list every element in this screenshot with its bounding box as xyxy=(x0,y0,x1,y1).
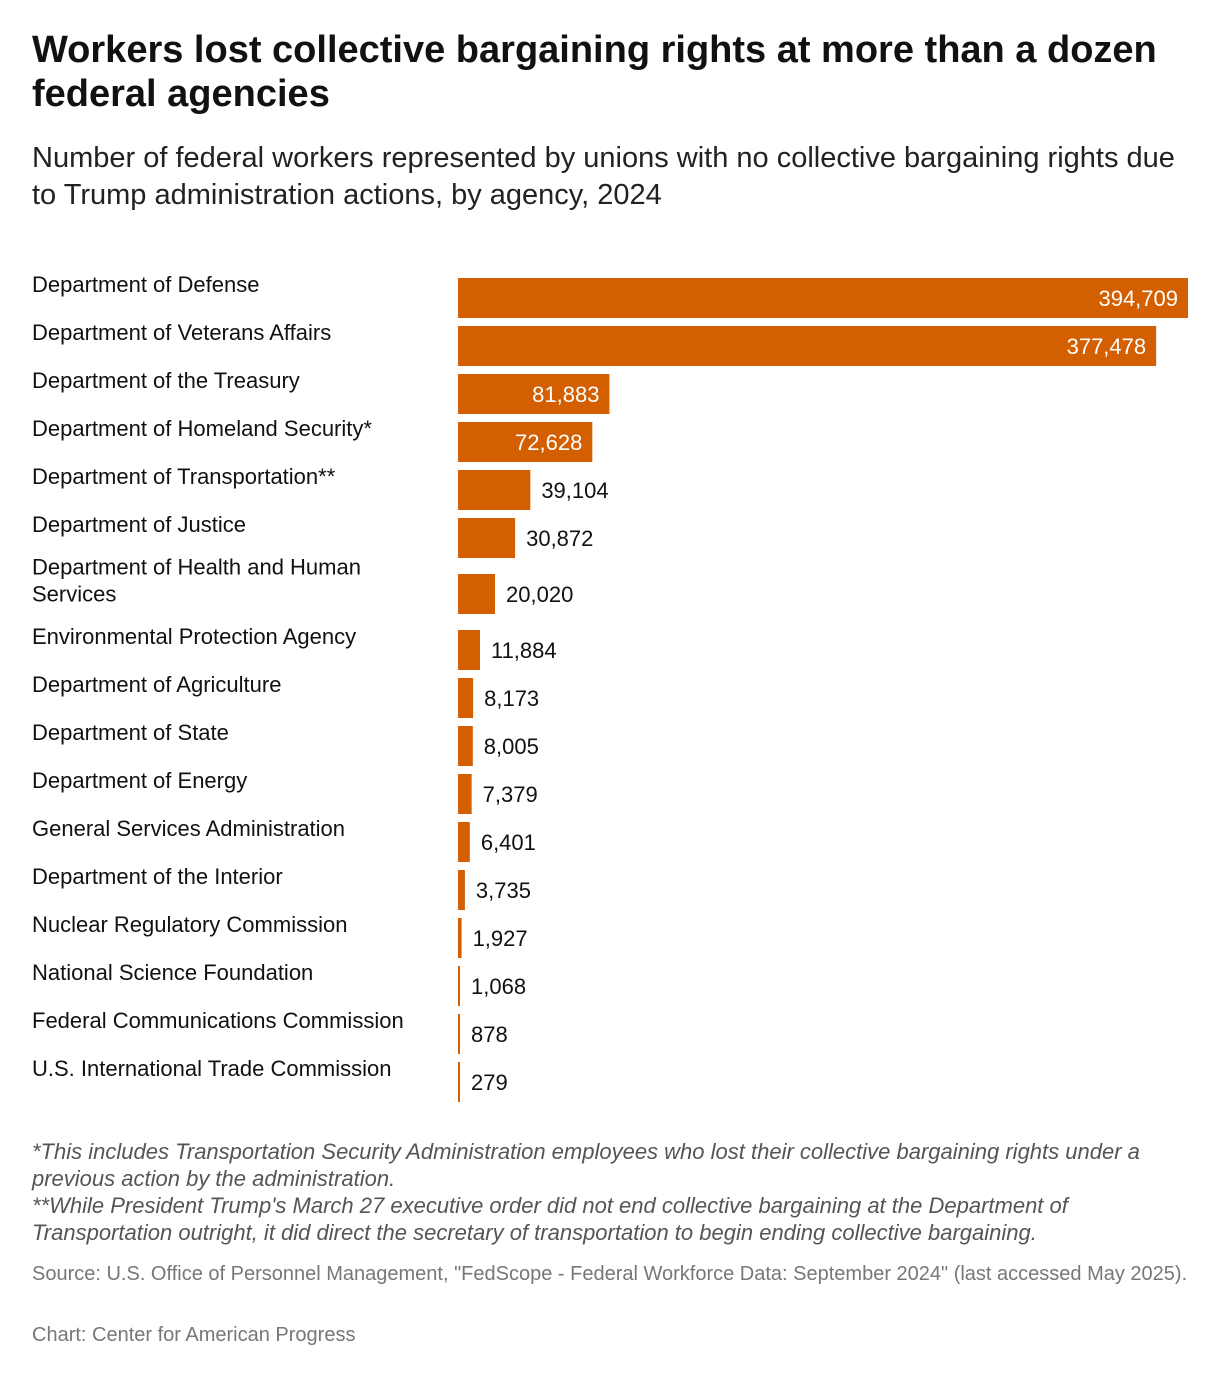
category-label-nuclear-regulatory-commission: Nuclear Regulatory Commission xyxy=(32,912,347,937)
category-label-national-science-foundation: National Science Foundation xyxy=(32,960,313,985)
chart-credit: Chart: Center for American Progress xyxy=(32,1324,356,1346)
value-label-department-of-health-and-human-services: 20,020 xyxy=(506,582,573,607)
category-label-federal-communications-commission: Federal Communications Commission xyxy=(32,1008,404,1033)
bar-department-of-agriculture xyxy=(458,678,474,718)
bar-department-of-defense xyxy=(458,278,1188,318)
value-label-department-of-agriculture: 8,173 xyxy=(484,686,539,711)
source-note: Source: U.S. Office of Personnel Managem… xyxy=(32,1263,1188,1285)
bar-department-of-veterans-affairs xyxy=(458,326,1157,366)
bar-federal-communications-commission xyxy=(458,1014,460,1054)
category-label-department-of-veterans-affairs: Department of Veterans Affairs xyxy=(32,320,331,345)
value-label-general-services-administration: 6,401 xyxy=(481,830,536,855)
value-label-department-of-defense: 394,709 xyxy=(1098,286,1178,311)
category-label-department-of-agriculture: Department of Agriculture xyxy=(32,672,281,697)
bar-department-of-justice xyxy=(458,518,516,558)
bar-department-of-the-treasury xyxy=(458,374,610,414)
bar-department-of-state xyxy=(458,726,473,766)
value-label-department-of-the-interior: 3,735 xyxy=(476,878,531,903)
category-label-department-of-defense: Department of Defense xyxy=(32,272,259,297)
bar-u-s-international-trade-commission xyxy=(458,1062,460,1102)
chart-title: Workers lost collective bargaining right… xyxy=(32,29,1157,115)
bar-department-of-energy xyxy=(458,774,472,814)
value-label-department-of-energy: 7,379 xyxy=(483,782,538,807)
category-label-department-of-state: Department of State xyxy=(32,720,229,745)
category-label-department-of-health-and-human-services: Department of Health and Human Services xyxy=(32,555,361,607)
value-label-department-of-homeland-security: 72,628 xyxy=(515,430,582,455)
category-label-department-of-homeland-security: Department of Homeland Security* xyxy=(32,416,372,441)
bar-department-of-homeland-security xyxy=(458,422,593,462)
category-label-u-s-international-trade-commission: U.S. International Trade Commission xyxy=(32,1056,392,1081)
category-label-department-of-the-interior: Department of the Interior xyxy=(32,864,283,889)
value-label-department-of-state: 8,005 xyxy=(484,734,539,759)
value-label-federal-communications-commission: 878 xyxy=(471,1022,508,1047)
footnote-tsa: *This includes Transportation Security A… xyxy=(32,1139,1140,1191)
bar-environmental-protection-agency xyxy=(458,630,480,670)
category-label-environmental-protection-agency: Environmental Protection Agency xyxy=(32,624,356,649)
value-label-department-of-veterans-affairs: 377,478 xyxy=(1067,334,1147,359)
bar-department-of-health-and-human-services xyxy=(458,574,496,614)
bar-department-of-the-interior xyxy=(458,870,465,910)
value-label-department-of-the-treasury: 81,883 xyxy=(532,382,599,407)
footnote-transportation: **While President Trump's March 27 execu… xyxy=(32,1193,1068,1245)
category-label-department-of-the-treasury: Department of the Treasury xyxy=(32,368,300,393)
category-label-department-of-justice: Department of Justice xyxy=(32,512,246,537)
bar-nuclear-regulatory-commission xyxy=(458,918,462,958)
value-label-environmental-protection-agency: 11,884 xyxy=(491,638,557,663)
chart-subtitle: Number of federal workers represented by… xyxy=(32,142,1175,211)
value-label-nuclear-regulatory-commission: 1,927 xyxy=(473,926,528,951)
category-label-general-services-administration: General Services Administration xyxy=(32,816,345,841)
bar-general-services-administration xyxy=(458,822,470,862)
value-label-department-of-transportation: 39,104 xyxy=(541,478,608,503)
value-label-national-science-foundation: 1,068 xyxy=(471,974,526,999)
bar-chart: Department of Defense 394,709 Department o… xyxy=(32,272,1188,1102)
value-label-department-of-justice: 30,872 xyxy=(526,526,593,551)
bar-department-of-transportation xyxy=(458,470,531,510)
footnotes: *This includes Transportation Security A… xyxy=(32,1138,1192,1246)
category-label-department-of-energy: Department of Energy xyxy=(32,768,247,793)
category-label-department-of-transportation: Department of Transportation** xyxy=(32,464,336,489)
bar-national-science-foundation xyxy=(458,966,460,1006)
value-label-u-s-international-trade-commission: 279 xyxy=(471,1070,508,1095)
